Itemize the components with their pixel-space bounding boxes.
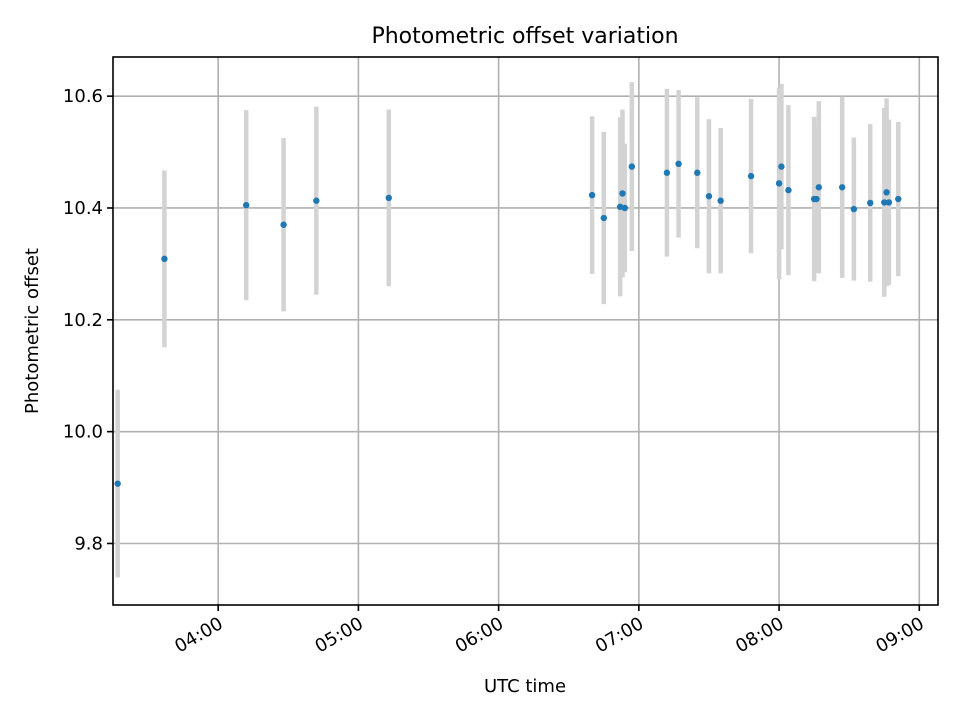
data-point [775, 180, 783, 187]
data-point [813, 195, 820, 203]
tick-layer: 9.8 10.0 10.2 10.4 10.6 04:00 05:00 06:00 07:00 0… [63, 86, 928, 657]
data-point [850, 205, 858, 213]
data-point [600, 214, 607, 222]
data-point [815, 184, 823, 191]
x-tick-label: 09:00 [872, 613, 927, 657]
data-point [243, 201, 250, 209]
data-point [619, 190, 626, 197]
errorbar-layer [115, 82, 901, 578]
data-point [621, 204, 629, 212]
data-point [895, 195, 902, 203]
data-point [778, 163, 785, 170]
point-layer [114, 160, 902, 487]
data-point [867, 199, 874, 207]
y-tick-label: 10.6 [63, 86, 103, 107]
data-point [694, 169, 701, 176]
data-point [885, 199, 893, 206]
x-tick-label: 07:00 [592, 613, 647, 657]
data-point [114, 480, 121, 487]
y-axis-label: Photometric offset [22, 248, 43, 414]
data-point [675, 160, 682, 168]
data-point [717, 197, 724, 204]
data-point [313, 197, 320, 204]
x-axis-label: UTC time [484, 676, 566, 697]
data-point [747, 172, 755, 180]
data-point [628, 163, 636, 170]
data-point [705, 193, 713, 200]
data-point [663, 169, 671, 176]
grid-layer [113, 57, 938, 605]
data-point [883, 189, 890, 196]
x-tick-label: 08:00 [732, 613, 787, 657]
y-tick-label: 10.4 [63, 198, 103, 219]
data-point [838, 184, 846, 191]
data-point [785, 186, 792, 194]
y-tick-label: 10.0 [63, 422, 103, 443]
x-tick-label: 05:00 [311, 613, 366, 657]
data-point [881, 199, 888, 206]
data-point [161, 255, 168, 263]
x-tick-label: 04:00 [171, 613, 226, 657]
plot-frame [112, 56, 939, 606]
chart-title: Photometric offset variation [371, 24, 678, 49]
data-point [280, 221, 287, 228]
x-tick-label: 06:00 [452, 613, 507, 657]
data-point [385, 194, 392, 202]
y-tick-label: 9.8 [74, 533, 103, 554]
y-tick-label: 10.2 [63, 310, 103, 331]
data-point [588, 191, 596, 199]
